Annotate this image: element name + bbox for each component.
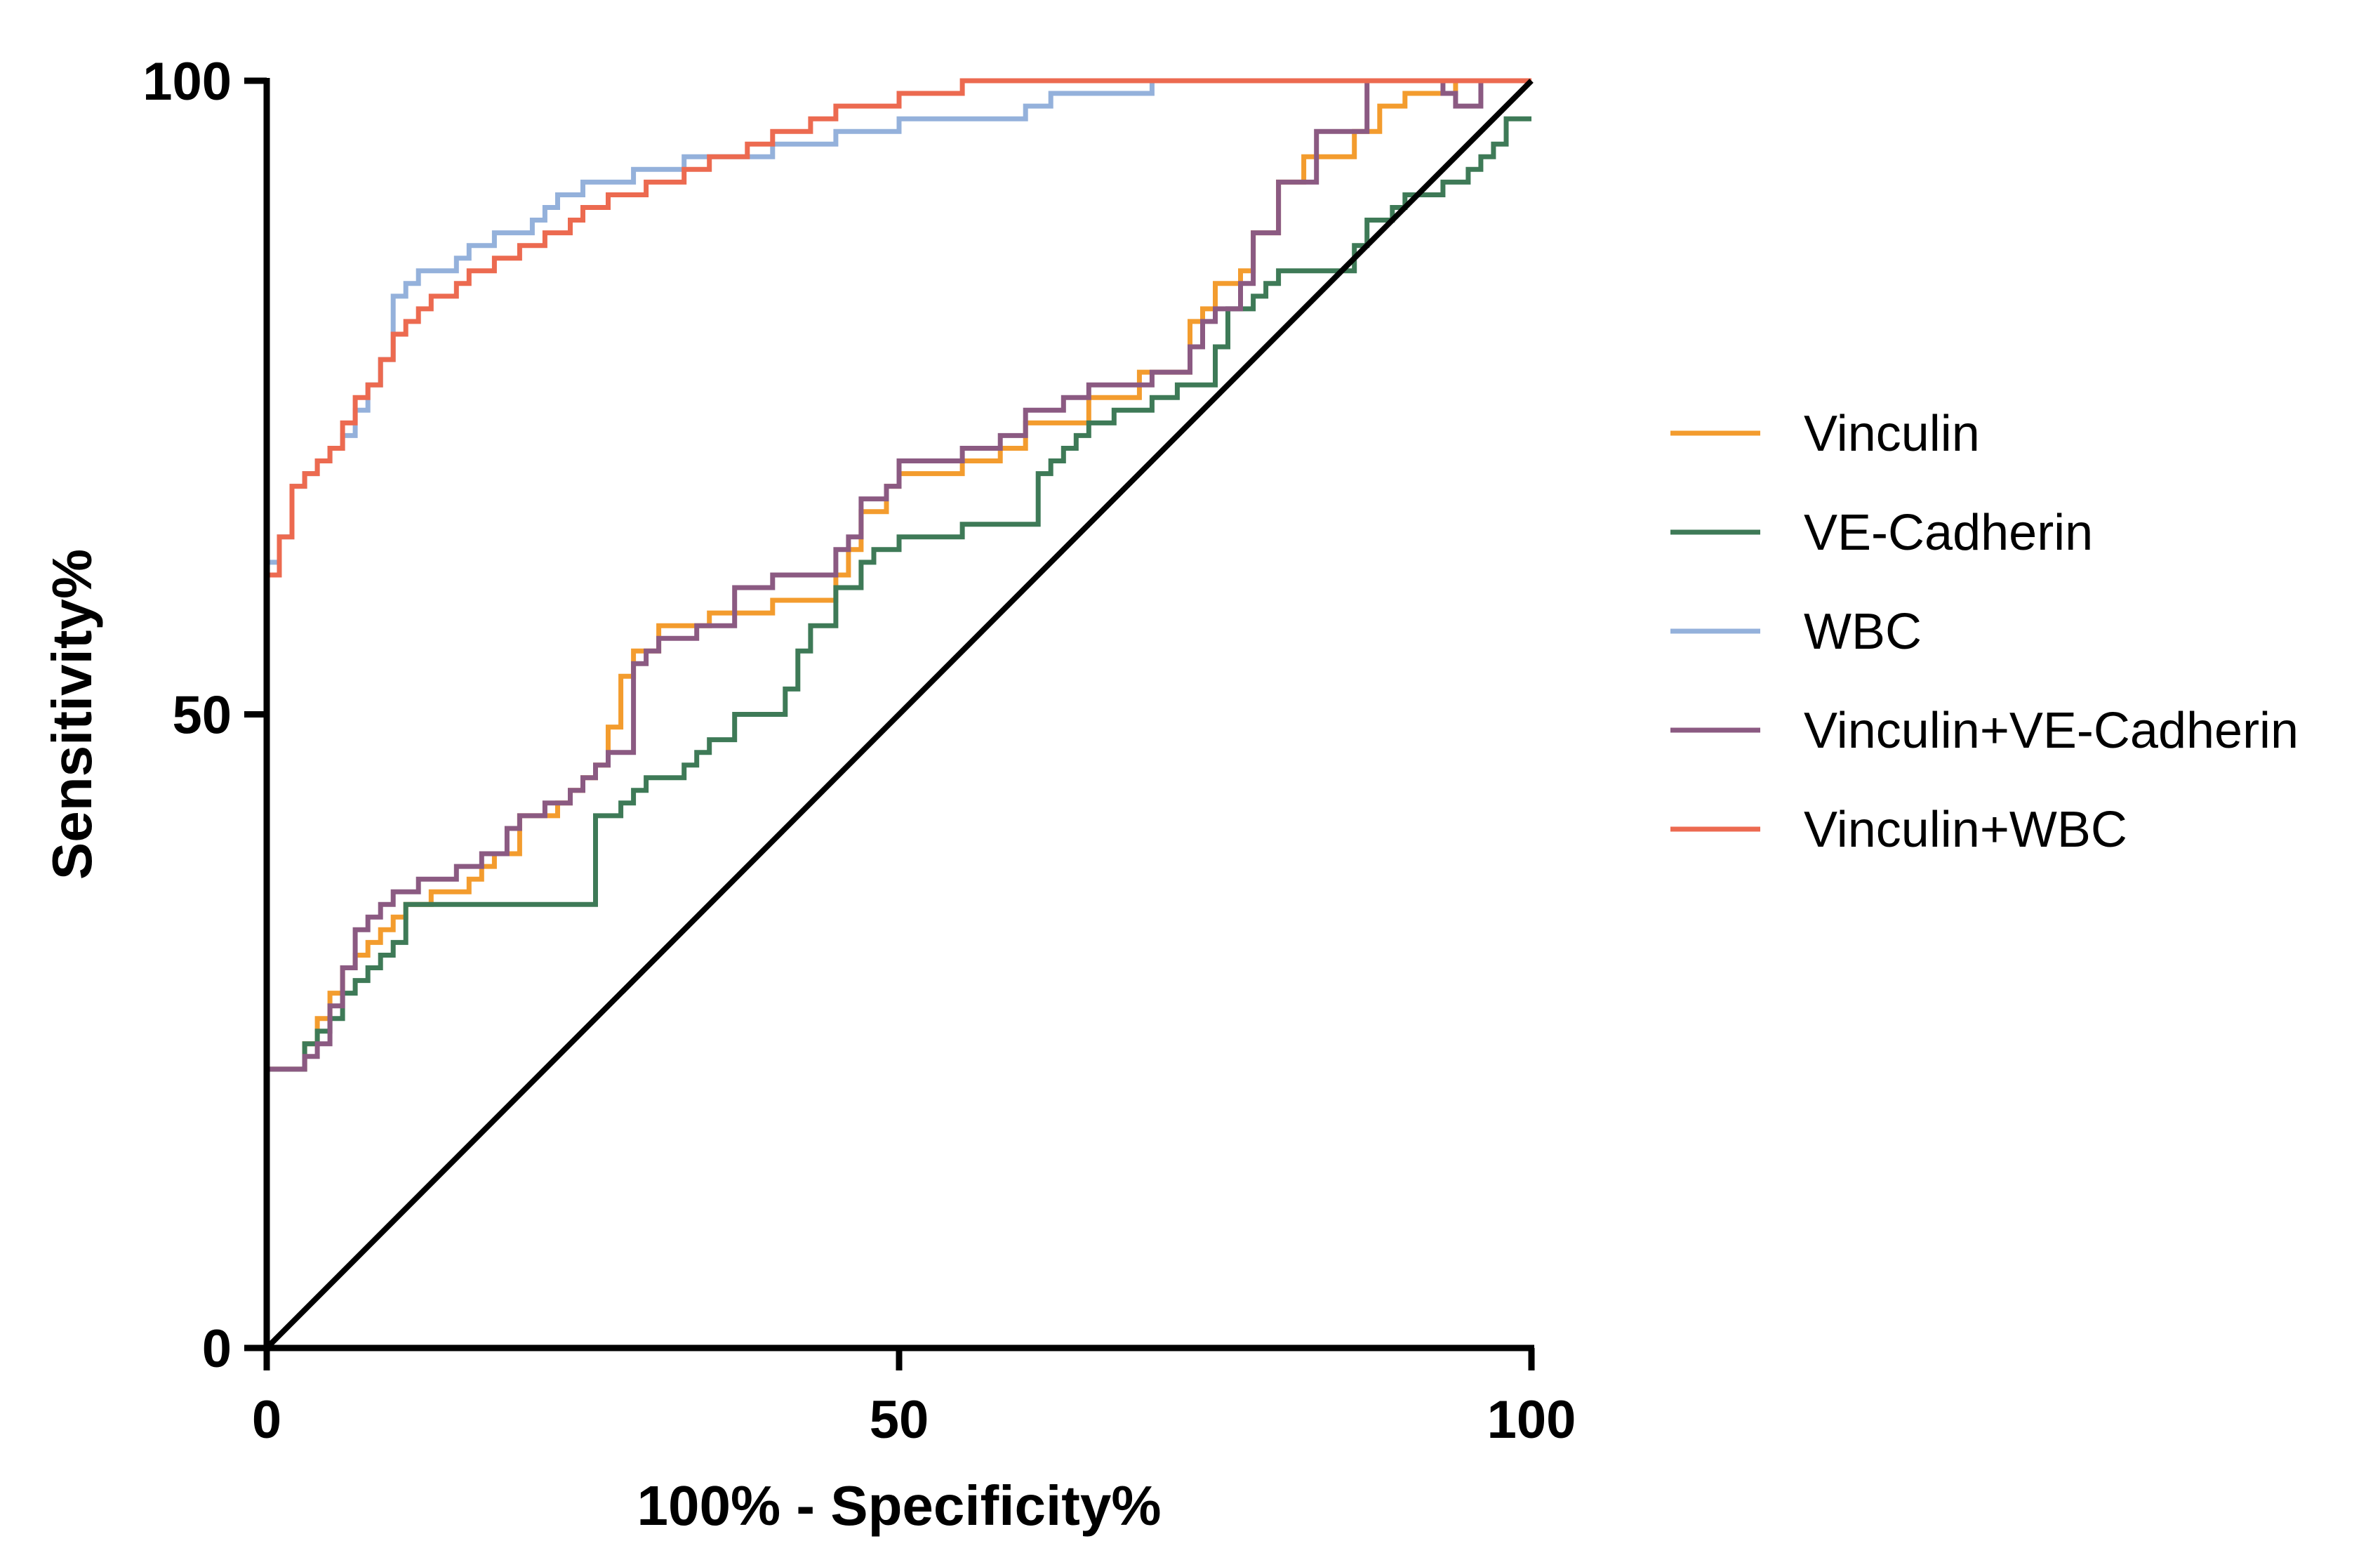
tick-layer: 0 50 100 0 50 100 [142,52,1576,1450]
series-line-vinculin-ve-cadherin [264,78,1531,1348]
legend-label: Vinculin+VE-Cadherin [1804,703,2299,759]
x-tick-label: 0 [252,1390,281,1450]
x-axis-title: 100% - Specificity% [637,1474,1162,1537]
series-layer [264,78,1534,1350]
y-tick-label: 50 [172,686,232,746]
y-axis-title: Sensitivity% [41,549,103,880]
legend-label: VE-Cadherin [1804,505,2093,561]
series-line-vinculin-wbc [264,78,1531,1348]
x-tick-label: 100 [1487,1390,1576,1450]
legend-item-vinculin-ve-cadherin: Vinculin+VE-Cadherin [1670,703,2299,759]
legend-item-wbc: WBC [1670,604,1922,660]
x-tick-label: 50 [870,1390,929,1450]
legend-label: WBC [1804,604,1922,660]
legend: Vinculin VE-Cadherin WBC Vinculin+VE-Cadher… [1670,406,2299,858]
y-tick-label: 100 [142,52,232,112]
legend-label: Vinculin [1804,406,1980,462]
legend-item-vinculin-wbc: Vinculin+WBC [1670,802,2127,858]
legend-item-ve-cadherin: VE-Cadherin [1670,505,2093,561]
legend-label: Vinculin+WBC [1804,802,2127,858]
y-tick-label: 0 [202,1319,232,1379]
legend-item-vinculin: Vinculin [1670,406,1980,462]
reference-diagonal [265,79,1534,1350]
